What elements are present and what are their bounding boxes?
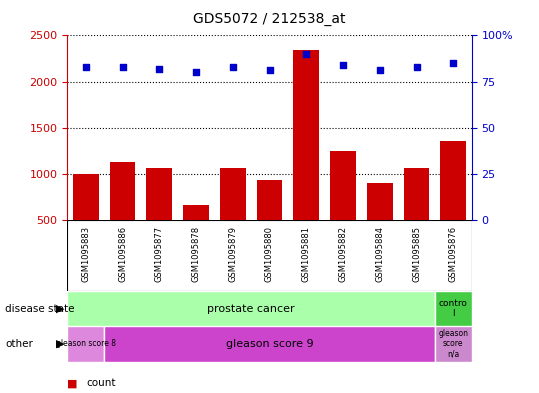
Text: GDS5072 / 212538_at: GDS5072 / 212538_at: [194, 12, 345, 26]
Text: ▶: ▶: [56, 303, 65, 314]
Text: disease state: disease state: [5, 303, 75, 314]
Point: [155, 66, 163, 72]
Bar: [67, 326, 104, 362]
Text: gleason score 8: gleason score 8: [56, 340, 116, 348]
Bar: [104, 326, 435, 362]
Text: GSM1095877: GSM1095877: [155, 226, 164, 282]
Text: GSM1095881: GSM1095881: [302, 226, 311, 282]
Bar: [109, 162, 135, 266]
Text: count: count: [86, 378, 116, 388]
Text: GSM1095878: GSM1095878: [191, 226, 201, 282]
Point: [118, 64, 127, 70]
Point: [376, 67, 384, 73]
Text: GSM1095884: GSM1095884: [375, 226, 384, 282]
Point: [302, 51, 310, 57]
Text: contro
l: contro l: [439, 299, 468, 318]
Text: gleason score 9: gleason score 9: [226, 339, 313, 349]
Bar: [435, 326, 472, 362]
Point: [265, 67, 274, 73]
Text: GSM1095876: GSM1095876: [449, 226, 458, 282]
Text: ■: ■: [67, 378, 78, 388]
Bar: [183, 205, 209, 266]
Text: GSM1095886: GSM1095886: [118, 226, 127, 282]
Text: ▶: ▶: [56, 339, 65, 349]
Bar: [404, 168, 430, 266]
Bar: [220, 168, 246, 266]
Point: [449, 60, 458, 66]
Text: GSM1095883: GSM1095883: [81, 226, 90, 282]
Bar: [330, 151, 356, 266]
Point: [229, 64, 237, 70]
Bar: [257, 180, 282, 266]
Bar: [147, 168, 172, 266]
Bar: [293, 50, 319, 266]
Text: GSM1095879: GSM1095879: [228, 226, 237, 282]
Bar: [435, 291, 472, 326]
Text: gleason
score
n/a: gleason score n/a: [438, 329, 468, 359]
Text: other: other: [5, 339, 33, 349]
Text: GSM1095882: GSM1095882: [338, 226, 348, 282]
Point: [81, 64, 90, 70]
Point: [338, 62, 347, 68]
Text: GSM1095880: GSM1095880: [265, 226, 274, 282]
Bar: [73, 174, 99, 266]
Text: GSM1095885: GSM1095885: [412, 226, 421, 282]
Bar: [440, 141, 466, 266]
Bar: [367, 183, 392, 266]
Point: [412, 64, 421, 70]
Text: prostate cancer: prostate cancer: [208, 303, 295, 314]
Point: [192, 69, 201, 75]
